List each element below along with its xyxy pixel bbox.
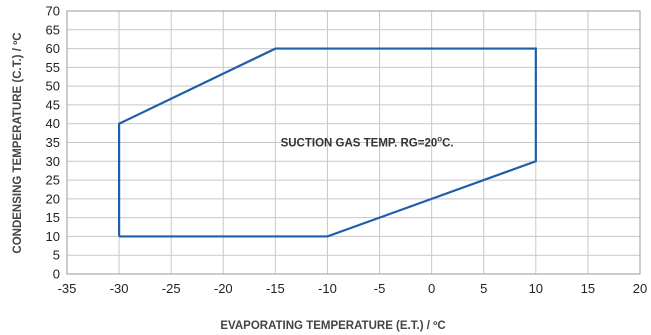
x-tick-labels: -35 -30 -25 -20 -15 -10 -5 0 5 10 15 20: [58, 281, 648, 296]
series-line: [117, 47, 537, 238]
x-tick-label: 10: [529, 281, 543, 296]
y-tick-label: 25: [46, 173, 60, 188]
x-tick-label: -30: [110, 281, 129, 296]
annotation-superscript: o: [437, 135, 442, 144]
plot-frame: [66, 10, 641, 275]
x-tick-label: -35: [58, 281, 77, 296]
series-group: [117, 47, 537, 238]
x-tick-label: 15: [581, 281, 595, 296]
annotation-text: SUCTION GAS TEMP. RG=20: [281, 138, 438, 150]
y-tick-label: 15: [46, 210, 60, 225]
y-tick-label: 40: [46, 116, 60, 131]
y-tick-label: 70: [46, 4, 60, 19]
annotation-label: SUCTION GAS TEMP. RG=20oC.: [281, 135, 454, 150]
x-axis-title: EVAPORATING TEMPERATURE (E.T.) / ºC: [220, 320, 445, 332]
x-tick-label: -25: [162, 281, 181, 296]
y-tick-label: 0: [53, 267, 60, 282]
y-tick-label: 30: [46, 154, 60, 169]
y-tick-label: 35: [46, 135, 60, 150]
x-tick-label: -10: [318, 281, 337, 296]
x-tick-label: -15: [266, 281, 285, 296]
x-tick-label: 5: [480, 281, 487, 296]
y-tick-labels: 0 5 10 15 20 25 30 35 40 45 50 55 60 65 70: [46, 4, 60, 282]
y-tick-label: 50: [46, 79, 60, 94]
x-tick-label: -20: [214, 281, 233, 296]
annotation-suffix: C.: [442, 138, 454, 150]
y-tick-label: 20: [46, 191, 60, 206]
y-tick-label: 60: [46, 41, 60, 56]
x-tick-label: 20: [633, 281, 647, 296]
x-tick-label: -5: [374, 281, 386, 296]
y-tick-label: 5: [53, 248, 60, 263]
y-tick-label: 55: [46, 60, 60, 75]
x-tick-label: 0: [428, 281, 435, 296]
y-tick-label: 10: [46, 229, 60, 244]
y-tick-label: 45: [46, 97, 60, 112]
y-tick-label: 65: [46, 22, 60, 37]
y-axis-title: CONDENSING TEMPERATURE (C.T.) / ºC: [12, 32, 24, 253]
